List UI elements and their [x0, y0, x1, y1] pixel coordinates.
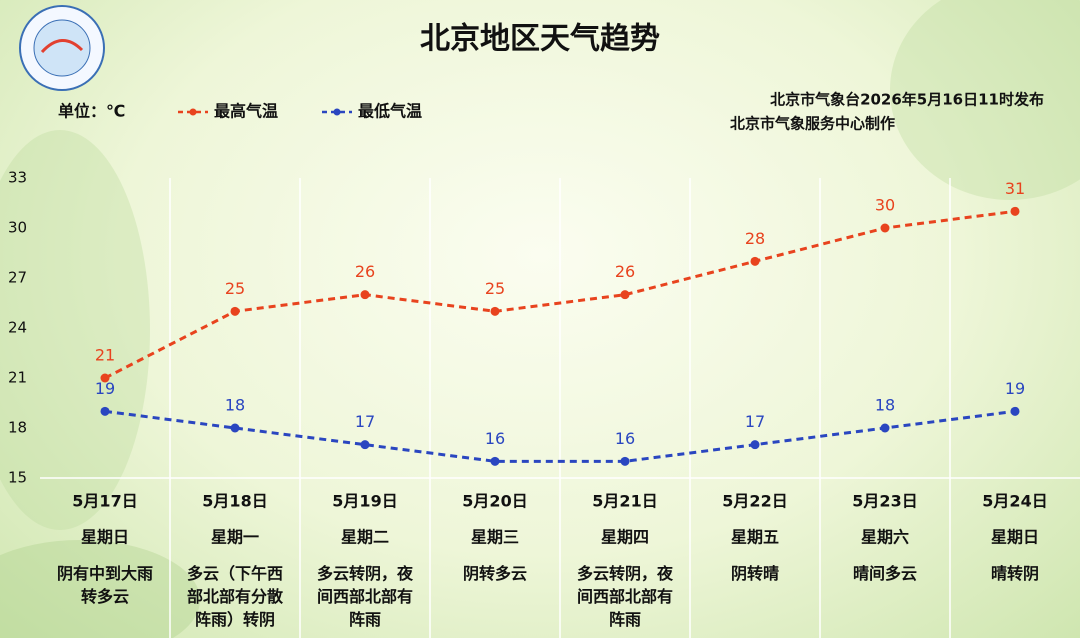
point [1010, 406, 1020, 416]
point [880, 223, 890, 233]
value-label: 26 [615, 262, 635, 281]
weekday-label: 星期一 [211, 528, 259, 547]
x-tick-label: 5月19日 [332, 492, 397, 511]
issuer: 北京市气象服务中心制作 [730, 115, 895, 133]
value-label: 16 [615, 429, 635, 448]
legend-label: 最高气温 [214, 102, 278, 121]
value-label: 21 [95, 346, 115, 365]
y-tick-label: 27 [8, 269, 27, 287]
value-label: 18 [225, 396, 245, 415]
value-label: 16 [485, 429, 505, 448]
leaf-decoration [890, 0, 1080, 200]
leaf-decoration [0, 540, 200, 638]
value-label: 19 [95, 379, 115, 398]
legend-marker [333, 108, 341, 116]
weather-label: 多云（下午西部北部有分散阵雨）转阴 [186, 564, 283, 629]
point [620, 290, 630, 300]
value-label: 26 [355, 262, 375, 281]
weather-label: 晴间多云 [852, 564, 917, 583]
x-tick-label: 5月22日 [722, 492, 787, 511]
point [490, 306, 500, 316]
point [620, 456, 630, 466]
y-tick-label: 30 [8, 219, 27, 237]
value-label: 25 [225, 279, 245, 298]
x-tick-label: 5月21日 [592, 492, 657, 511]
point [230, 423, 240, 433]
weather-label: 多云转阴，夜间西部北部有阵雨 [576, 564, 673, 629]
point [750, 440, 760, 450]
legend-label: 最低气温 [358, 102, 422, 121]
legend-marker [189, 108, 197, 116]
point [230, 306, 240, 316]
y-tick-label: 15 [8, 469, 27, 487]
weather-label: 阴转多云 [462, 564, 527, 583]
value-label: 31 [1005, 179, 1025, 198]
logo [40, 39, 84, 54]
point [100, 406, 110, 416]
weather-label: 阴转晴 [730, 564, 779, 583]
weekday-label: 星期三 [471, 528, 519, 547]
weekday-label: 星期日 [81, 528, 129, 547]
x-tick-label: 5月17日 [72, 492, 137, 511]
logo [33, 19, 91, 77]
y-tick-label: 21 [8, 369, 27, 387]
value-label: 28 [745, 229, 765, 248]
weekday-label: 星期六 [861, 528, 909, 547]
point [360, 440, 370, 450]
x-tick-label: 5月23日 [852, 492, 917, 511]
x-tick-label: 5月18日 [202, 492, 267, 511]
y-tick-label: 33 [8, 169, 27, 187]
x-tick-label: 5月24日 [982, 492, 1047, 511]
value-label: 19 [1005, 379, 1025, 398]
value-label: 30 [875, 196, 895, 215]
weekday-label: 星期四 [601, 528, 649, 547]
value-label: 17 [355, 412, 375, 431]
y-tick-label: 18 [8, 419, 27, 437]
weather-label: 阴有中到大雨转多云 [56, 564, 153, 606]
weekday-label: 星期二 [341, 528, 389, 547]
weekday-label: 星期五 [731, 528, 779, 547]
point [750, 256, 760, 266]
weather-label: 多云转阴，夜间西部北部有阵雨 [316, 564, 413, 629]
point [880, 423, 890, 433]
point [360, 290, 370, 300]
x-tick-label: 5月20日 [462, 492, 527, 511]
point [490, 456, 500, 466]
y-tick-label: 24 [8, 319, 27, 337]
weather-label: 晴转阴 [990, 564, 1039, 583]
issuer: 北京市气象台2026年5月16日11时发布 [770, 91, 1044, 109]
value-label: 18 [875, 396, 895, 415]
unit-label: 单位：℃ [58, 102, 125, 121]
value-label: 25 [485, 279, 505, 298]
line [104, 409, 1016, 463]
chart-title: 北京地区天气趋势 [420, 22, 660, 57]
value-label: 17 [745, 412, 765, 431]
point [100, 373, 110, 383]
point [1010, 206, 1020, 216]
line [104, 209, 1016, 380]
weekday-label: 星期日 [991, 528, 1039, 547]
leaf-decoration [0, 130, 150, 530]
